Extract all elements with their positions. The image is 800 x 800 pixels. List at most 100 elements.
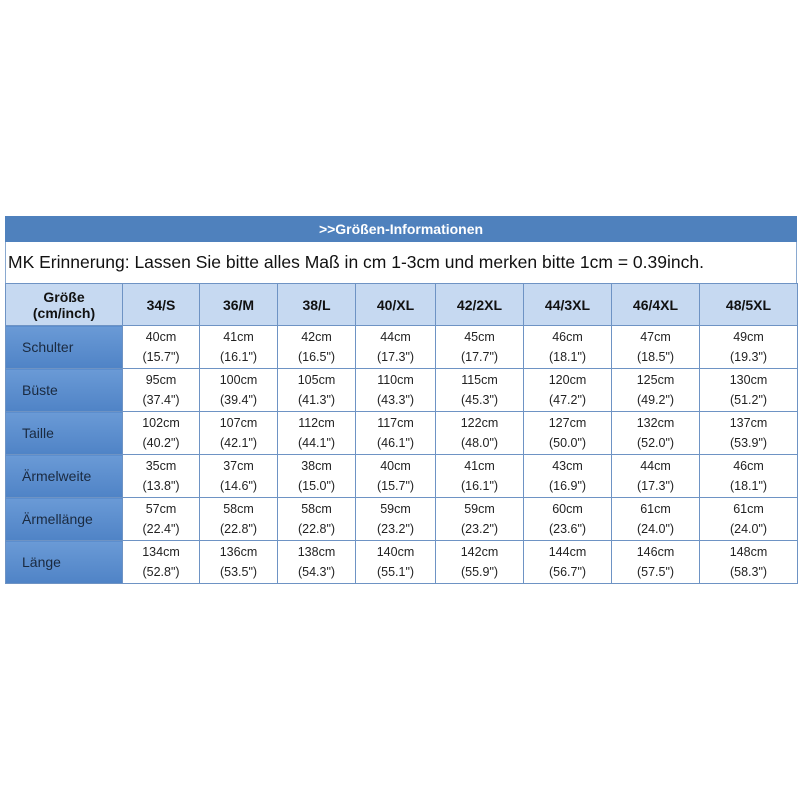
cm-value: 102cm [142, 416, 180, 430]
inch-value: (16.1") [460, 479, 499, 493]
cm-value: 130cm [729, 373, 768, 387]
measurement-cell: 47cm (18.5") [611, 325, 700, 369]
inch-value: (15.7") [142, 350, 180, 364]
measurement-cell: 61cm (24.0") [699, 497, 798, 541]
table-row: Ärmellänge 57cm (22.4") 58cm (22.8") 58cm (22.… [5, 497, 798, 541]
inch-value: (43.3") [376, 393, 415, 407]
inch-value: (16.9") [548, 479, 587, 493]
cm-value: 140cm [376, 545, 415, 559]
inch-value: (24.0") [729, 522, 768, 536]
measurement-cell: 59cm (23.2") [435, 497, 524, 541]
cm-value: 146cm [636, 545, 675, 559]
size-header: Größe (cm/inch) [5, 283, 123, 326]
row-label: Ärmellänge [5, 497, 123, 541]
inch-value: (54.3") [297, 565, 336, 579]
inch-value: (45.3") [460, 393, 499, 407]
measurement-cell: 134cm (52.8") [122, 540, 200, 584]
cm-value: 125cm [636, 373, 675, 387]
measurement-cell: 95cm (37.4") [122, 368, 200, 412]
cm-value: 105cm [297, 373, 336, 387]
measurement-cell: 44cm (17.3") [611, 454, 700, 498]
cm-value: 136cm [219, 545, 258, 559]
cm-value: 40cm [380, 459, 411, 473]
measurement-cell: 58cm (22.8") [277, 497, 356, 541]
cm-value: 59cm [380, 502, 411, 516]
cm-value: 58cm [301, 502, 332, 516]
size-column-header: 40/XL [355, 283, 436, 326]
measurement-cell: 41cm (16.1") [435, 454, 524, 498]
cm-value: 107cm [219, 416, 258, 430]
measurement-cell: 38cm (15.0") [277, 454, 356, 498]
inch-value: (56.7") [548, 565, 587, 579]
cm-value: 95cm [145, 373, 177, 387]
cm-value: 144cm [548, 545, 587, 559]
measurement-cell: 127cm (50.0") [523, 411, 612, 455]
measurement-cell: 59cm (23.2") [355, 497, 436, 541]
cm-value: 142cm [460, 545, 499, 559]
cm-value: 60cm [552, 502, 583, 516]
table-row: Ärmelweite 35cm (13.8") 37cm (14.6") 38cm (15.… [5, 454, 798, 498]
measurement-cell: 58cm (22.8") [199, 497, 278, 541]
cm-value: 120cm [548, 373, 587, 387]
cm-value: 127cm [548, 416, 587, 430]
measurement-cell: 46cm (18.1") [523, 325, 612, 369]
measurement-cell: 37cm (14.6") [199, 454, 278, 498]
size-header-line2: (cm/inch) [32, 304, 96, 321]
cm-value: 41cm [464, 459, 495, 473]
row-label: Büste [5, 368, 123, 412]
cm-value: 137cm [729, 416, 768, 430]
cm-value: 57cm [145, 502, 177, 516]
cm-value: 38cm [301, 459, 332, 473]
cm-value: 45cm [464, 330, 495, 344]
inch-value: (52.0") [636, 436, 675, 450]
inch-value: (22.8") [219, 522, 258, 536]
inch-value: (37.4") [142, 393, 180, 407]
measurement-cell: 138cm (54.3") [277, 540, 356, 584]
measurement-cell: 130cm (51.2") [699, 368, 798, 412]
inch-value: (53.9") [729, 436, 768, 450]
inch-value: (24.0") [636, 522, 675, 536]
size-column-header: 36/M [199, 283, 278, 326]
measurement-cell: 137cm (53.9") [699, 411, 798, 455]
cm-value: 110cm [377, 373, 414, 387]
size-chart: >>Größen-Informationen MK Erinnerung: La… [5, 216, 798, 584]
row-label: Schulter [5, 325, 123, 369]
inch-value: (50.0") [548, 436, 587, 450]
measurement-cell: 42cm (16.5") [277, 325, 356, 369]
measurement-cell: 144cm (56.7") [523, 540, 612, 584]
cm-value: 138cm [297, 545, 336, 559]
inch-value: (18.5") [636, 350, 675, 364]
measurement-cell: 45cm (17.7") [435, 325, 524, 369]
inch-value: (23.2") [460, 522, 499, 536]
inch-value: (17.3") [636, 479, 675, 493]
inch-value: (23.6") [548, 522, 587, 536]
cm-value: 46cm [552, 330, 583, 344]
inch-value: (44.1") [297, 436, 336, 450]
measurement-cell: 41cm (16.1") [199, 325, 278, 369]
size-column-header: 34/S [122, 283, 200, 326]
measurement-cell: 136cm (53.5") [199, 540, 278, 584]
cm-value: 58cm [223, 502, 254, 516]
table-row: Büste 95cm (37.4") 100cm (39.4") 105cm (41.3")… [5, 368, 798, 412]
cm-value: 59cm [464, 502, 495, 516]
measurement-cell: 57cm (22.4") [122, 497, 200, 541]
inch-value: (22.4") [142, 522, 180, 536]
measurement-cell: 146cm (57.5") [611, 540, 700, 584]
cm-value: 49cm [733, 330, 764, 344]
measurement-cell: 122cm (48.0") [435, 411, 524, 455]
cm-value: 35cm [145, 459, 177, 473]
measurement-cell: 142cm (55.9") [435, 540, 524, 584]
inch-value: (22.8") [297, 522, 336, 536]
row-label: Länge [5, 540, 123, 584]
inch-value: (15.7") [376, 479, 415, 493]
inch-value: (57.5") [636, 565, 675, 579]
measurement-note: MK Erinnerung: Lassen Sie bitte alles Ma… [5, 242, 797, 283]
inch-value: (46.1") [376, 436, 415, 450]
inch-value: (13.8") [142, 479, 180, 493]
table-row: Schulter 40cm (15.7") 41cm (16.1") 42cm (16.5"… [5, 325, 798, 369]
measurement-cell: 100cm (39.4") [199, 368, 278, 412]
cm-value: 40cm [145, 330, 177, 344]
cm-value: 43cm [552, 459, 583, 473]
cm-value: 100cm [219, 373, 258, 387]
row-label: Taille [5, 411, 123, 455]
